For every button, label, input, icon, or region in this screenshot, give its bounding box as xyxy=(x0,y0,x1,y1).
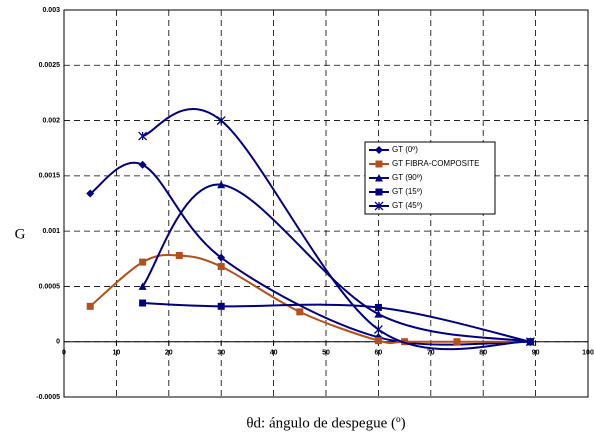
marker xyxy=(139,299,147,307)
legend-label: GT (0º) xyxy=(392,145,418,154)
marker xyxy=(86,189,95,198)
y-axis-label: G xyxy=(15,226,26,242)
x-tick-label: 30 xyxy=(217,350,225,357)
x-tick-label: 50 xyxy=(322,350,330,357)
series-line xyxy=(142,108,531,351)
series-line xyxy=(89,161,531,346)
y-tick-label: 0.0015 xyxy=(39,173,61,180)
y-tick-label: 0.002 xyxy=(42,117,60,124)
x-axis-label: θd: ángulo de despegue (º) xyxy=(246,415,405,431)
marker xyxy=(175,251,183,259)
marker xyxy=(375,174,383,182)
marker xyxy=(375,160,383,168)
marker xyxy=(86,302,94,310)
marker xyxy=(374,337,382,345)
marker xyxy=(453,338,461,346)
legend-label: GT (45º) xyxy=(392,201,423,210)
series-line xyxy=(141,183,531,343)
legend-label: GT (90º) xyxy=(392,173,423,182)
y-tick-label: -0.0005 xyxy=(36,394,60,401)
x-tick-label: 0 xyxy=(62,350,66,357)
marker xyxy=(374,310,383,318)
x-tick-label: 60 xyxy=(375,350,383,357)
marker xyxy=(217,253,226,262)
marker xyxy=(374,201,384,211)
x-tick-label: 80 xyxy=(479,350,487,357)
y-tick-label: 0.001 xyxy=(42,228,60,235)
marker xyxy=(375,188,383,196)
marker xyxy=(373,325,383,335)
marker xyxy=(217,263,225,271)
marker xyxy=(525,337,535,347)
y-tick-label: 0 xyxy=(56,339,60,346)
marker xyxy=(216,116,226,126)
series-line xyxy=(142,302,531,343)
marker xyxy=(217,302,225,310)
marker xyxy=(138,131,148,141)
marker xyxy=(217,180,226,189)
marker xyxy=(374,303,382,311)
x-tick-label: 70 xyxy=(427,350,435,357)
x-tick-label: 20 xyxy=(165,350,173,357)
marker xyxy=(139,258,147,266)
y-tick-label: 0.0005 xyxy=(39,283,61,290)
x-tick-label: 10 xyxy=(113,350,121,357)
marker xyxy=(138,160,147,169)
y-tick-label: 0.0025 xyxy=(39,62,61,69)
legend-label: GT (15º) xyxy=(392,187,423,196)
y-tick-label: 0.003 xyxy=(42,7,60,14)
x-tick-label: 100 xyxy=(582,350,594,357)
legend: GT (0º) GT FIBRA-COMPOSITE GT (90º) GT (15º… xyxy=(364,141,496,215)
marker xyxy=(138,282,147,290)
legend-label: GT FIBRA-COMPOSITE xyxy=(392,159,479,168)
marker xyxy=(375,146,383,154)
x-tick-label: 90 xyxy=(532,350,540,357)
marker xyxy=(296,308,304,316)
x-tick-label: 40 xyxy=(270,350,278,357)
